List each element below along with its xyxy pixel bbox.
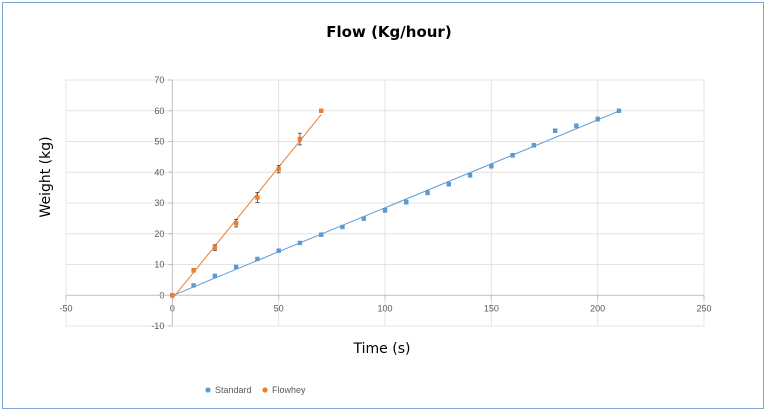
data-point: [340, 224, 345, 230]
data-point: [233, 264, 239, 270]
data-point: [212, 273, 218, 279]
y-tick-label: 10: [154, 260, 164, 270]
chart-frame: [2, 2, 764, 409]
data-point: [233, 221, 239, 226]
legend-marker: [262, 387, 268, 393]
legend-marker: [205, 387, 211, 393]
data-point: [425, 190, 430, 196]
data-point: [510, 153, 515, 158]
y-tick-label: 40: [154, 167, 164, 177]
trendline-0: [172, 110, 620, 297]
data-point: [191, 283, 196, 288]
chart-title: Flow (Kg/hour): [326, 23, 451, 41]
data-point: [276, 248, 281, 253]
legend-label: Standard: [215, 385, 252, 395]
data-point: [382, 208, 388, 213]
legend: Standard Flowhey: [205, 385, 306, 395]
legend-label: Flowhey: [272, 385, 306, 395]
y-tick-label: 20: [154, 229, 164, 239]
data-point: [489, 163, 494, 169]
data-point: [276, 166, 281, 172]
data-point: [255, 256, 260, 262]
y-tick-label: 50: [154, 137, 164, 147]
y-tick-label: 70: [154, 75, 164, 85]
data-point: [170, 293, 175, 298]
data-point: [212, 245, 218, 250]
data-point: [531, 142, 537, 148]
x-axis-title: Time (s): [353, 341, 411, 357]
x-tick-label: 200: [590, 303, 605, 313]
data-point: [361, 216, 366, 221]
data-point: [552, 128, 558, 133]
x-tick-label: -50: [59, 303, 72, 313]
trendline-1: [171, 114, 322, 299]
data-point: [404, 199, 409, 205]
y-tick-label: -10: [151, 321, 164, 331]
data-point: [297, 240, 303, 246]
data-point: [616, 108, 622, 113]
data-point: [595, 116, 600, 122]
data-point: [255, 195, 260, 200]
data-point: [319, 232, 324, 237]
x-tick-label: 150: [484, 303, 499, 313]
data-point: [191, 268, 196, 273]
data-point: [574, 123, 579, 129]
x-tick-label: 250: [696, 303, 711, 313]
plot-area: [170, 108, 622, 299]
data-point: [467, 173, 473, 178]
x-tick-label: 50: [274, 303, 284, 313]
y-axis-title: Weight (kg): [38, 136, 54, 217]
x-tick-label: 100: [377, 303, 392, 313]
data-point: [446, 182, 451, 187]
data-point: [319, 108, 324, 113]
y-tick-label: 30: [154, 198, 164, 208]
y-tick-label: 60: [154, 106, 164, 116]
data-point: [297, 136, 303, 142]
